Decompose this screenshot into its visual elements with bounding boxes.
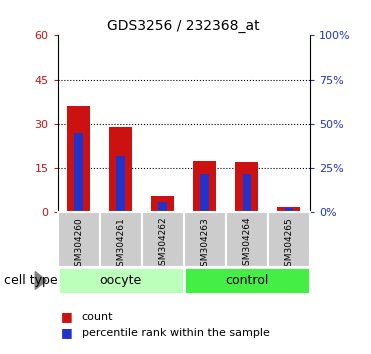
Polygon shape xyxy=(35,272,46,289)
Bar xyxy=(226,212,268,267)
Text: GSM304261: GSM304261 xyxy=(116,217,125,272)
Bar xyxy=(268,212,310,267)
Bar xyxy=(67,106,90,212)
Bar xyxy=(235,162,258,212)
Text: oocyte: oocyte xyxy=(99,274,142,287)
Text: GSM304264: GSM304264 xyxy=(242,217,251,272)
Text: ■: ■ xyxy=(61,326,73,339)
Bar xyxy=(142,212,184,267)
Bar xyxy=(99,212,142,267)
Bar xyxy=(74,133,83,212)
Bar xyxy=(200,174,209,212)
Bar xyxy=(184,212,226,267)
Text: percentile rank within the sample: percentile rank within the sample xyxy=(82,328,269,338)
Text: GSM304260: GSM304260 xyxy=(74,217,83,272)
Text: control: control xyxy=(225,274,268,287)
Text: count: count xyxy=(82,312,113,322)
Text: ■: ■ xyxy=(61,310,73,323)
Bar xyxy=(285,208,293,212)
Text: cell type: cell type xyxy=(4,274,58,287)
Bar xyxy=(58,267,184,294)
Bar xyxy=(116,156,125,212)
Bar xyxy=(277,206,301,212)
Bar xyxy=(109,127,132,212)
Bar xyxy=(151,196,174,212)
Bar xyxy=(243,174,251,212)
Bar xyxy=(193,161,216,212)
Bar xyxy=(58,212,99,267)
Text: GSM304263: GSM304263 xyxy=(200,217,209,272)
Title: GDS3256 / 232368_at: GDS3256 / 232368_at xyxy=(107,19,260,33)
Bar xyxy=(184,267,310,294)
Text: GSM304262: GSM304262 xyxy=(158,217,167,272)
Text: GSM304265: GSM304265 xyxy=(284,217,293,272)
Bar xyxy=(158,202,167,212)
